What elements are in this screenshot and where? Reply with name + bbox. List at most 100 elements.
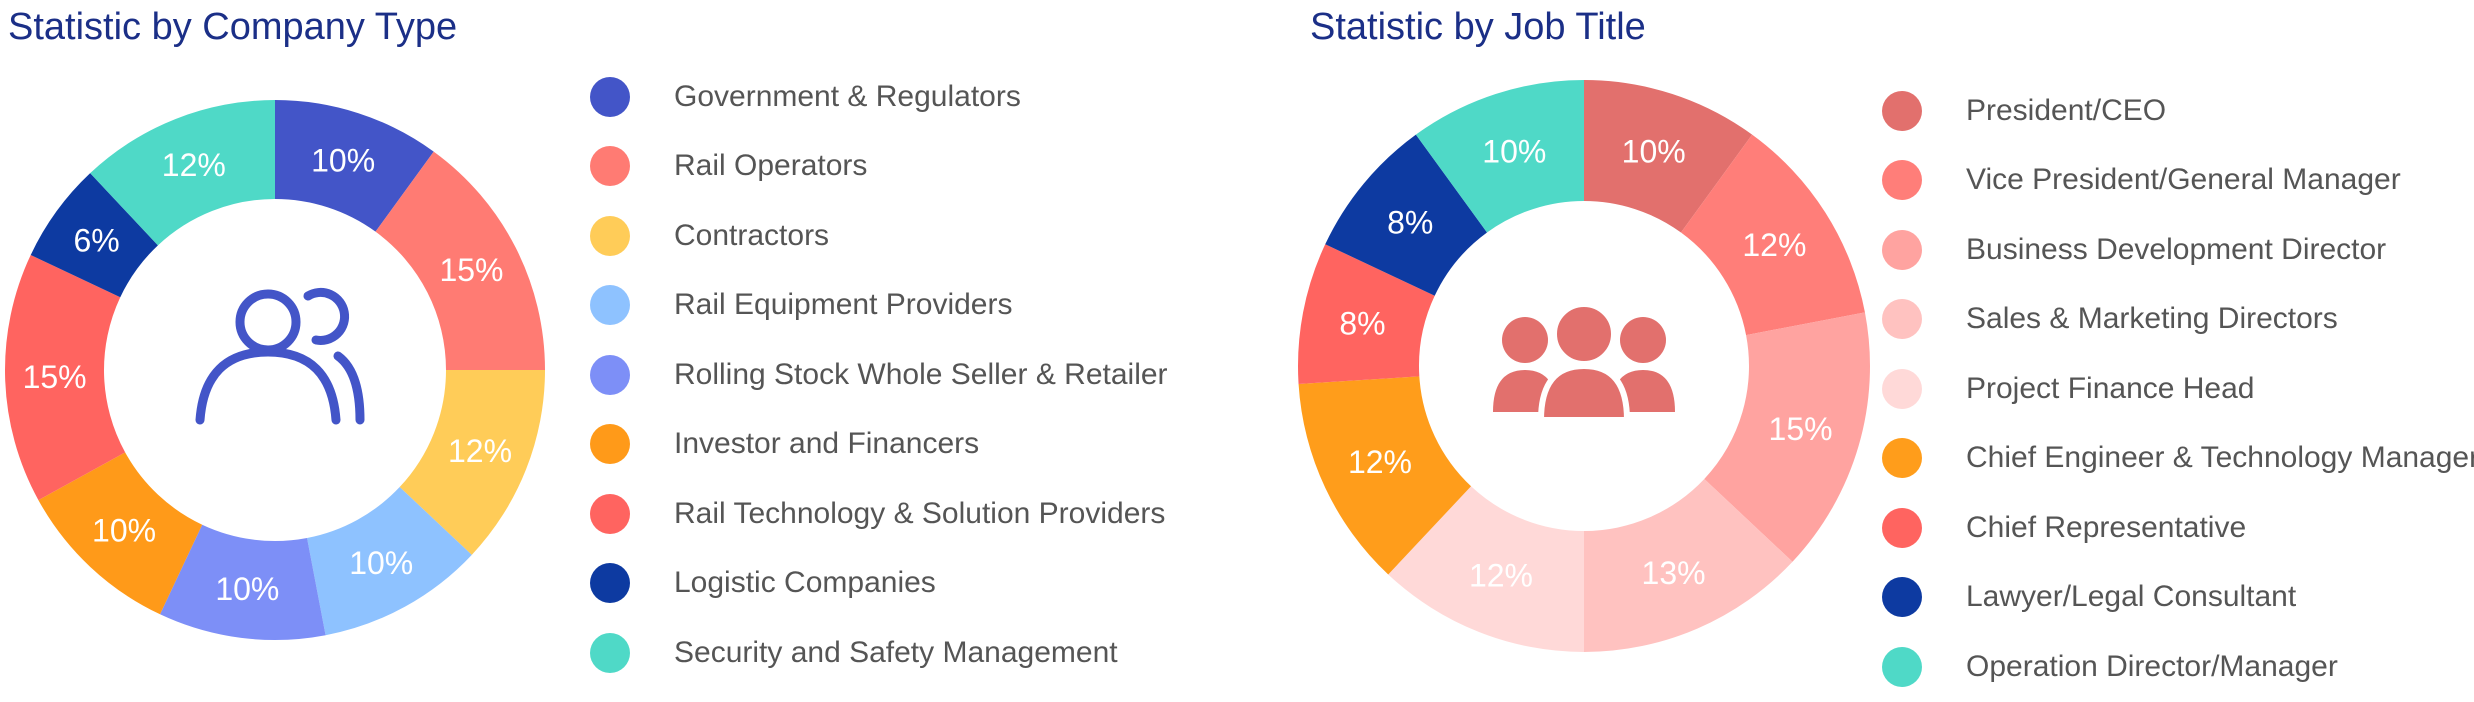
legend-item: Project Finance Head [1882, 354, 2474, 424]
legend-swatch [590, 493, 630, 534]
legend-swatch [590, 285, 630, 326]
legend-item: Chief Engineer & Technology Manager [1882, 424, 2474, 494]
donut-slice [1388, 486, 1584, 652]
slice-value-label: 12% [1469, 558, 1533, 594]
slice-value-label: 10% [311, 142, 375, 178]
legend-label: Chief Representative [1966, 510, 2247, 544]
legend-item: Lawyer/Legal Consultant [1882, 563, 2474, 633]
chart-title: Statistic by Job Title [1310, 6, 1646, 48]
legend-swatch [590, 76, 630, 117]
legend-swatch [1882, 368, 1922, 409]
slice-value-label: 12% [162, 147, 226, 183]
legend: President/CEO Vice President/General Mana… [1882, 76, 2474, 702]
legend-item: Operation Director/Manager [1882, 632, 2474, 702]
slice-value-label: 8% [1339, 306, 1385, 342]
donut-slice [160, 524, 326, 640]
legend-item: President/CEO [1882, 76, 2474, 146]
legend-item: Vice President/General Manager [1882, 146, 2474, 216]
donut-slice [1680, 134, 1865, 336]
legend-swatch [1882, 646, 1922, 687]
legend-label: Rail Technology & Solution Providers [674, 496, 1166, 530]
donut-slice [1325, 134, 1488, 296]
legend-swatch [590, 563, 630, 604]
donut-slice [30, 173, 158, 298]
slice-value-label: 15% [439, 252, 503, 288]
legend-label: Vice President/General Manager [1966, 163, 2401, 197]
donut-slice [38, 452, 203, 615]
donut-slice [399, 370, 545, 555]
slice-value-label: 15% [1769, 411, 1833, 447]
donut-slice [1298, 376, 1472, 575]
slice-value-label: 10% [1622, 134, 1686, 170]
legend-swatch [1882, 160, 1922, 201]
legend-label: Lawyer/Legal Consultant [1966, 580, 2297, 614]
group-icon [1493, 301, 1675, 423]
legend-item: Security and Safety Management [590, 618, 1168, 688]
users-icon [195, 287, 365, 425]
slice-value-label: 15% [23, 359, 87, 395]
donut-slice [307, 487, 472, 636]
legend-label: Security and Safety Management [674, 635, 1118, 669]
job-title-panel: Statistic by Job Title 10% 12% 15% 13% 12% 12… [1237, 0, 2474, 693]
legend-label: Rolling Stock Whole Seller & Retailer [674, 357, 1168, 391]
legend-swatch [1882, 438, 1922, 479]
slice-value-label: 10% [349, 545, 413, 581]
legend-swatch [1882, 577, 1922, 618]
legend-item: Contractors [590, 201, 1168, 271]
legend: Government & Regulators Rail Operators Con… [590, 62, 1168, 688]
legend-swatch [1882, 507, 1922, 548]
slice-value-label: 8% [1387, 204, 1433, 240]
legend-item: Rail Operators [590, 132, 1168, 202]
legend-item: Rolling Stock Whole Seller & Retailer [590, 340, 1168, 410]
legend-item: Rail Technology & Solution Providers [590, 479, 1168, 549]
legend-label: Sales & Marketing Directors [1966, 302, 2338, 336]
job-title-donut-chart: 10% 12% 15% 13% 12% 12% 8% 8% 10% [1298, 80, 1870, 652]
legend-swatch [1882, 229, 1922, 270]
legend-item: Government & Regulators [590, 62, 1168, 132]
legend-label: Government & Regulators [674, 79, 1021, 113]
slice-value-label: 13% [1642, 555, 1706, 591]
slice-value-label: 12% [448, 433, 512, 469]
donut-slice [90, 100, 276, 246]
donut-slice [1584, 478, 1793, 652]
legend-item: Investor and Financers [590, 410, 1168, 480]
legend-label: Logistic Companies [674, 566, 936, 600]
legend-label: President/CEO [1966, 93, 2167, 127]
chart-title: Statistic by Company Type [8, 6, 458, 48]
legend-swatch [590, 146, 630, 187]
legend-label: Investor and Financers [674, 427, 980, 461]
legend-swatch [1882, 299, 1922, 340]
legend-label: Contractors [674, 218, 830, 252]
slice-value-label: 12% [1348, 444, 1412, 480]
legend-swatch [590, 424, 630, 465]
company-type-donut-chart: 10% 15% 12% 10% 10% 10% 15% 6% 12% [5, 100, 545, 640]
slice-value-label: 12% [1742, 227, 1806, 263]
donut-slice [275, 100, 434, 232]
slice-value-label: 6% [73, 222, 119, 258]
company-type-panel: Statistic by Company Type 10% 15% 12% 10% 10… [0, 0, 1237, 693]
legend-swatch [590, 354, 630, 395]
legend-item: Rail Equipment Providers [590, 271, 1168, 341]
legend-item: Business Development Director [1882, 215, 2474, 285]
legend-label: Chief Engineer & Technology Manager [1966, 441, 2474, 475]
legend-label: Rail Equipment Providers [674, 288, 1013, 322]
donut-slice [1704, 312, 1870, 562]
donut-slice [375, 151, 545, 370]
slice-value-label: 10% [1482, 134, 1546, 170]
donut-slice [5, 255, 126, 501]
donut-slice [1584, 80, 1753, 233]
slice-value-label: 10% [215, 571, 279, 607]
donut-slice [1415, 80, 1584, 233]
legend-label: Operation Director/Manager [1966, 649, 2338, 683]
legend-label: Business Development Director [1966, 232, 2387, 266]
legend-label: Rail Operators [674, 149, 868, 183]
legend-swatch [590, 632, 630, 673]
legend-swatch [590, 215, 630, 256]
legend-item: Chief Representative [1882, 493, 2474, 563]
legend-swatch [1882, 90, 1922, 131]
slice-value-label: 10% [92, 513, 156, 549]
legend-item: Sales & Marketing Directors [1882, 285, 2474, 355]
legend-item: Logistic Companies [590, 549, 1168, 619]
donut-slice [1298, 244, 1435, 384]
legend-label: Project Finance Head [1966, 371, 2255, 405]
